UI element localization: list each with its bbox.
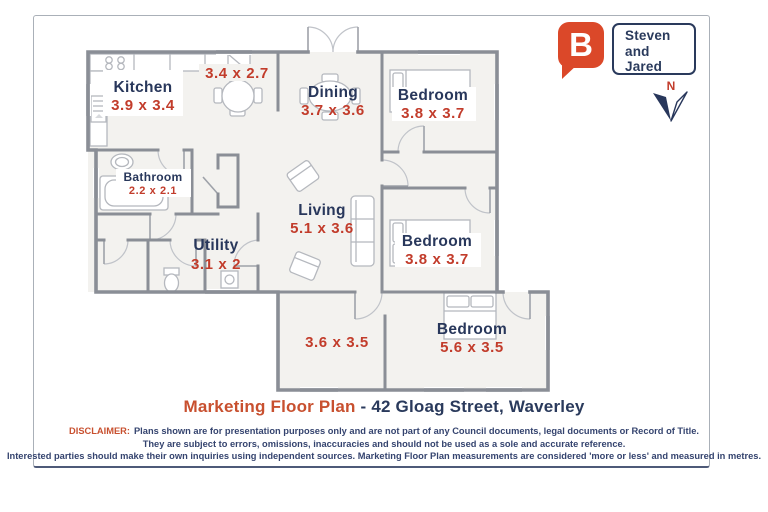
north-arrow-icon: N (653, 79, 688, 122)
laundry-tub-icon (220, 270, 239, 289)
room-label-bedroom1-name: Bedroom (398, 87, 468, 104)
room-label-living-name: Living (298, 202, 345, 219)
nook-table-icon (213, 75, 263, 117)
room-label-bedroom3-name: Bedroom (437, 321, 507, 338)
dining-table-icon (299, 73, 361, 121)
room-label-utility-name: Utility (193, 237, 238, 254)
sink-icon (90, 95, 107, 123)
room-label-utility-dims: 3.1 x 2 (191, 256, 241, 273)
brand-logo-bubble (558, 22, 604, 68)
room-label-bedroom3-dims: 5.6 x 3.5 (440, 339, 504, 356)
brand-name-line: Steven (625, 28, 671, 43)
brand-name-line: Jared (625, 59, 663, 74)
room-labels: Kitchen 3.9 x 3.4 3.4 x 2.7 Dining 3.7 x… (111, 65, 507, 356)
bed-icon (443, 292, 497, 340)
room-label-bathroom-dims: 2.2 x 2.1 (129, 185, 177, 197)
room-label-living-dims: 5.1 x 3.6 (290, 220, 354, 237)
armchair-icon (289, 251, 321, 281)
brand-name-line: and (625, 43, 650, 59)
plan-title: Marketing Floor Plan - 42 Gloag Street, … (0, 397, 768, 417)
disclaimer-label: DISCLAIMER: (69, 426, 130, 436)
plan-title-address: 42 Gloag Street, Waverley (371, 397, 585, 416)
stove-icon (105, 56, 125, 71)
room-label-dining-dims: 3.7 x 3.6 (301, 102, 365, 119)
room-label-bedroom2-dims: 3.8 x 3.7 (405, 251, 469, 268)
disclaimer-line-2: They are subject to errors, omissions, i… (142, 438, 626, 449)
walls (86, 50, 550, 392)
plan-title-highlight: Marketing Floor Plan (183, 397, 356, 416)
room-label-bathroom-name: Bathroom (123, 170, 182, 184)
room-label-kitchen-dims: 3.9 x 3.4 (111, 97, 175, 114)
toilet-icon (163, 267, 180, 293)
room-label-kitchen-name: Kitchen (114, 79, 173, 96)
brand-logo-tail (562, 64, 578, 79)
armchair-icon (286, 160, 320, 192)
room-label-dining-name: Dining (308, 84, 358, 101)
basin-icon (110, 153, 134, 171)
room-label-nook-dims: 3.4 x 2.7 (205, 65, 269, 82)
brand-name-box: Steven and Jared (612, 23, 696, 75)
label-backings (103, 64, 481, 267)
room-label-bedroom2-name: Bedroom (402, 233, 472, 250)
disclaimer-line-1: DISCLAIMER: Plans shown are for presentat… (0, 425, 768, 438)
sofa-icon (350, 195, 375, 267)
room-label-bedroom1-dims: 3.8 x 3.7 (401, 105, 465, 122)
disclaimer-text-1: Plans shown are for presentation purpose… (133, 426, 699, 436)
doors (103, 26, 531, 320)
disclaimer-line-3: Interested parties should make their own… (6, 451, 762, 462)
plan-title-separator: - (355, 397, 372, 416)
page-border (33, 15, 710, 468)
brand-logo-letter-icon: B (569, 26, 593, 63)
disclaimer: DISCLAIMER: Plans shown are for presentat… (0, 425, 768, 463)
north-label: N (667, 79, 676, 93)
room-label-room36-dims: 3.6 x 3.5 (305, 334, 369, 351)
